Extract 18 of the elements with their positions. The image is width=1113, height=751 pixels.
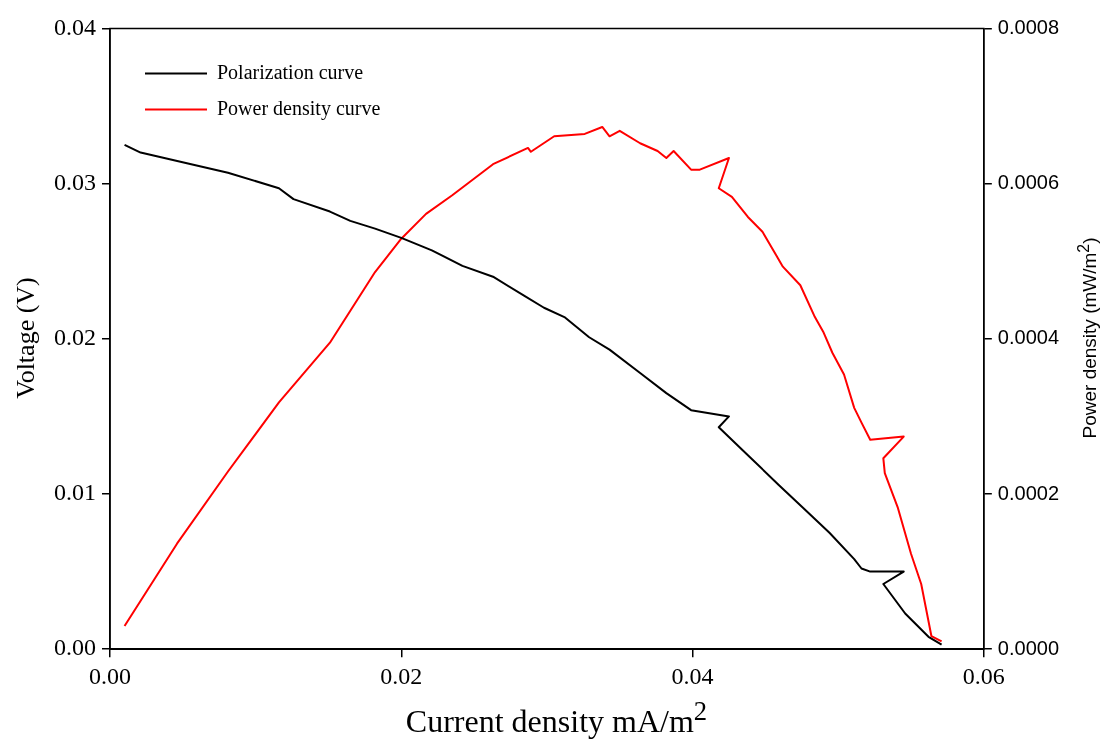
x-tick-label: 0.02 [380,662,423,689]
y-tick-label: 0.01 [54,479,96,506]
y-tick-label: 0.02 [54,324,96,351]
y2-tick-label: 0.0002 [997,481,1059,504]
x-tick-label: 0.04 [671,662,714,689]
y2-tick-label: 0.0008 [997,15,1059,38]
x-axis-title: Current density mA/m$^{2}$ [404,696,709,740]
x-tick-label: 0.06 [962,662,1005,689]
y2-tick-label: 0.0006 [997,171,1059,194]
y-tick-label: 0.04 [54,13,96,40]
y-axis-title: Voltage (V) [11,277,41,399]
legend-label: Power density curve [217,96,381,120]
y2-tick-label: 0.0004 [997,326,1059,349]
legend-label: Polarization curve [217,60,364,83]
y2-tick-label: 0.0000 [997,636,1059,659]
y-tick-label: 0.00 [54,634,96,661]
x-tick-label: 0.00 [89,662,131,689]
y-tick-label: 0.03 [54,168,96,195]
